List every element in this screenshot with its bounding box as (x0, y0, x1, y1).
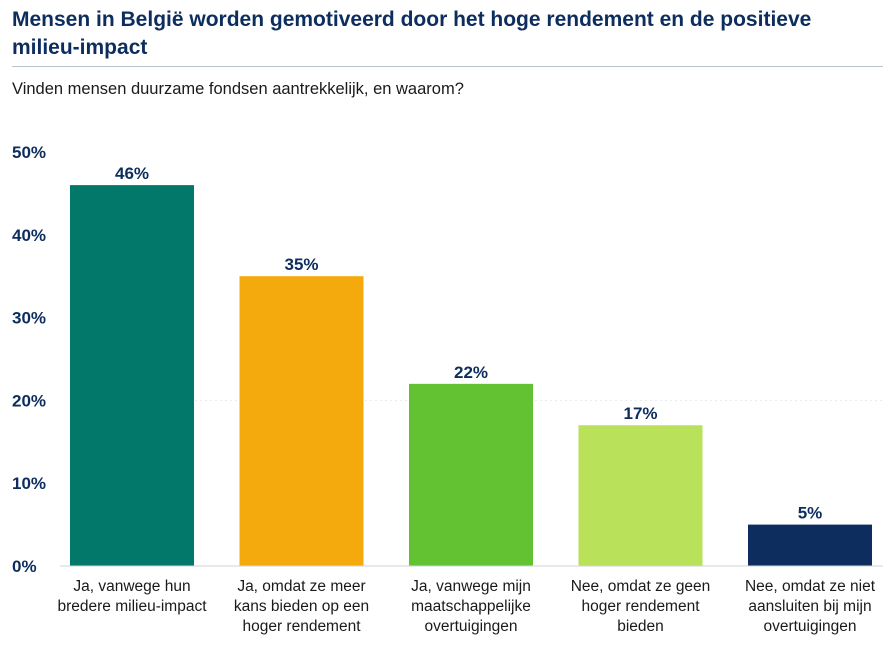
data-label-1: 46% (115, 164, 149, 183)
category-label-2: Ja, omdat ze meer kans bieden op een hog… (233, 578, 370, 635)
y-tick-label: 10% (12, 474, 46, 493)
y-tick-label: 40% (12, 226, 46, 245)
chart-subtitle: Vinden mensen duurzame fondsen aantrekke… (12, 80, 464, 98)
chart-title: Mensen in België worden gemotiveerd door… (12, 8, 812, 59)
category-label-5: Nee, omdat ze niet aansluiten bij mijn o… (744, 578, 876, 635)
title-divider (12, 66, 883, 67)
y-tick-label: 20% (12, 391, 46, 410)
data-label-2: 35% (284, 255, 318, 274)
bar-1 (70, 185, 194, 566)
category-label-3: Ja, vanwege mijn maatschappelijke overtu… (411, 578, 531, 635)
category-label-1: Ja, vanwege hun bredere milieu-impact (57, 578, 207, 615)
y-tick-label: 0% (12, 557, 37, 576)
bar-3 (409, 383, 533, 566)
bar-4 (578, 425, 703, 566)
y-tick-label: 50% (12, 143, 46, 162)
data-label-3: 22% (454, 363, 488, 382)
y-tick-label: 30% (12, 309, 46, 328)
category-label-4: Nee, omdat ze geen hoger rendement biede… (570, 578, 711, 635)
data-label-5: 5% (798, 504, 823, 523)
bar-2 (239, 276, 364, 566)
bar-5 (748, 524, 872, 566)
data-label-4: 17% (623, 404, 657, 423)
